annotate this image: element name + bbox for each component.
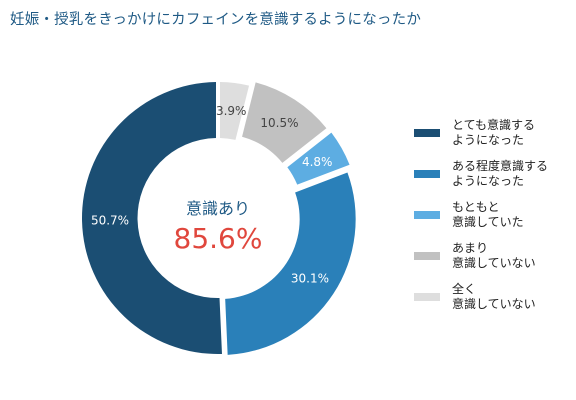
slice-not-conscious: [219, 82, 250, 140]
chart-title: 妊娠・授乳をきっかけにカフェインを意識するようになったか: [10, 12, 422, 28]
legend-item-not-much-conscious: あまり 意識していない: [414, 241, 574, 271]
slice-value-label-not-conscious: 3.9%: [216, 104, 247, 118]
slice-not-much-conscious: [242, 82, 327, 163]
legend-label-very-conscious: とても意識する ようになった: [452, 118, 536, 147]
legend-label-somewhat-conscious: ある程度意識する ようになった: [452, 159, 549, 188]
slice-value-label-somewhat-conscious: 30.1%: [291, 271, 329, 285]
legend-swatch-originally-conscious: [414, 211, 440, 219]
legend-item-somewhat-conscious: ある程度意識する ようになった: [414, 159, 574, 189]
legend-swatch-not-conscious: [414, 293, 440, 301]
slice-originally-conscious: [287, 132, 350, 185]
center-caption: 意識あり: [186, 199, 250, 218]
slice-value-label-not-much-conscious: 10.5%: [260, 116, 298, 130]
legend-label-not-much-conscious: あまり 意識していない: [452, 241, 536, 270]
slice-value-labels: 50.7% 30.1% 4.8% 10.5% 3.9%: [91, 104, 332, 286]
slice-value-label-originally-conscious: 4.8%: [302, 155, 333, 169]
legend-item-very-conscious: とても意識する ようになった: [414, 118, 574, 148]
legend-swatch-not-much-conscious: [414, 252, 440, 260]
legend-item-not-conscious: 全く 意識していない: [414, 282, 574, 312]
center-value: 85.6%: [174, 222, 263, 255]
slice-value-label-very-conscious: 50.7%: [91, 213, 129, 227]
legend-item-originally-conscious: もともと 意識していた: [414, 200, 574, 230]
legend-label-originally-conscious: もともと 意識していた: [452, 200, 524, 229]
legend-label-not-conscious: 全く 意識していない: [452, 282, 536, 311]
donut-slices: [81, 82, 356, 355]
legend-swatch-very-conscious: [414, 129, 440, 137]
slice-somewhat-conscious: [225, 172, 356, 355]
legend-swatch-somewhat-conscious: [414, 170, 440, 178]
chart-legend: とても意識する ようになった ある程度意識する ようになった もともと 意識していた…: [414, 118, 574, 323]
slice-very-conscious: [81, 82, 222, 354]
